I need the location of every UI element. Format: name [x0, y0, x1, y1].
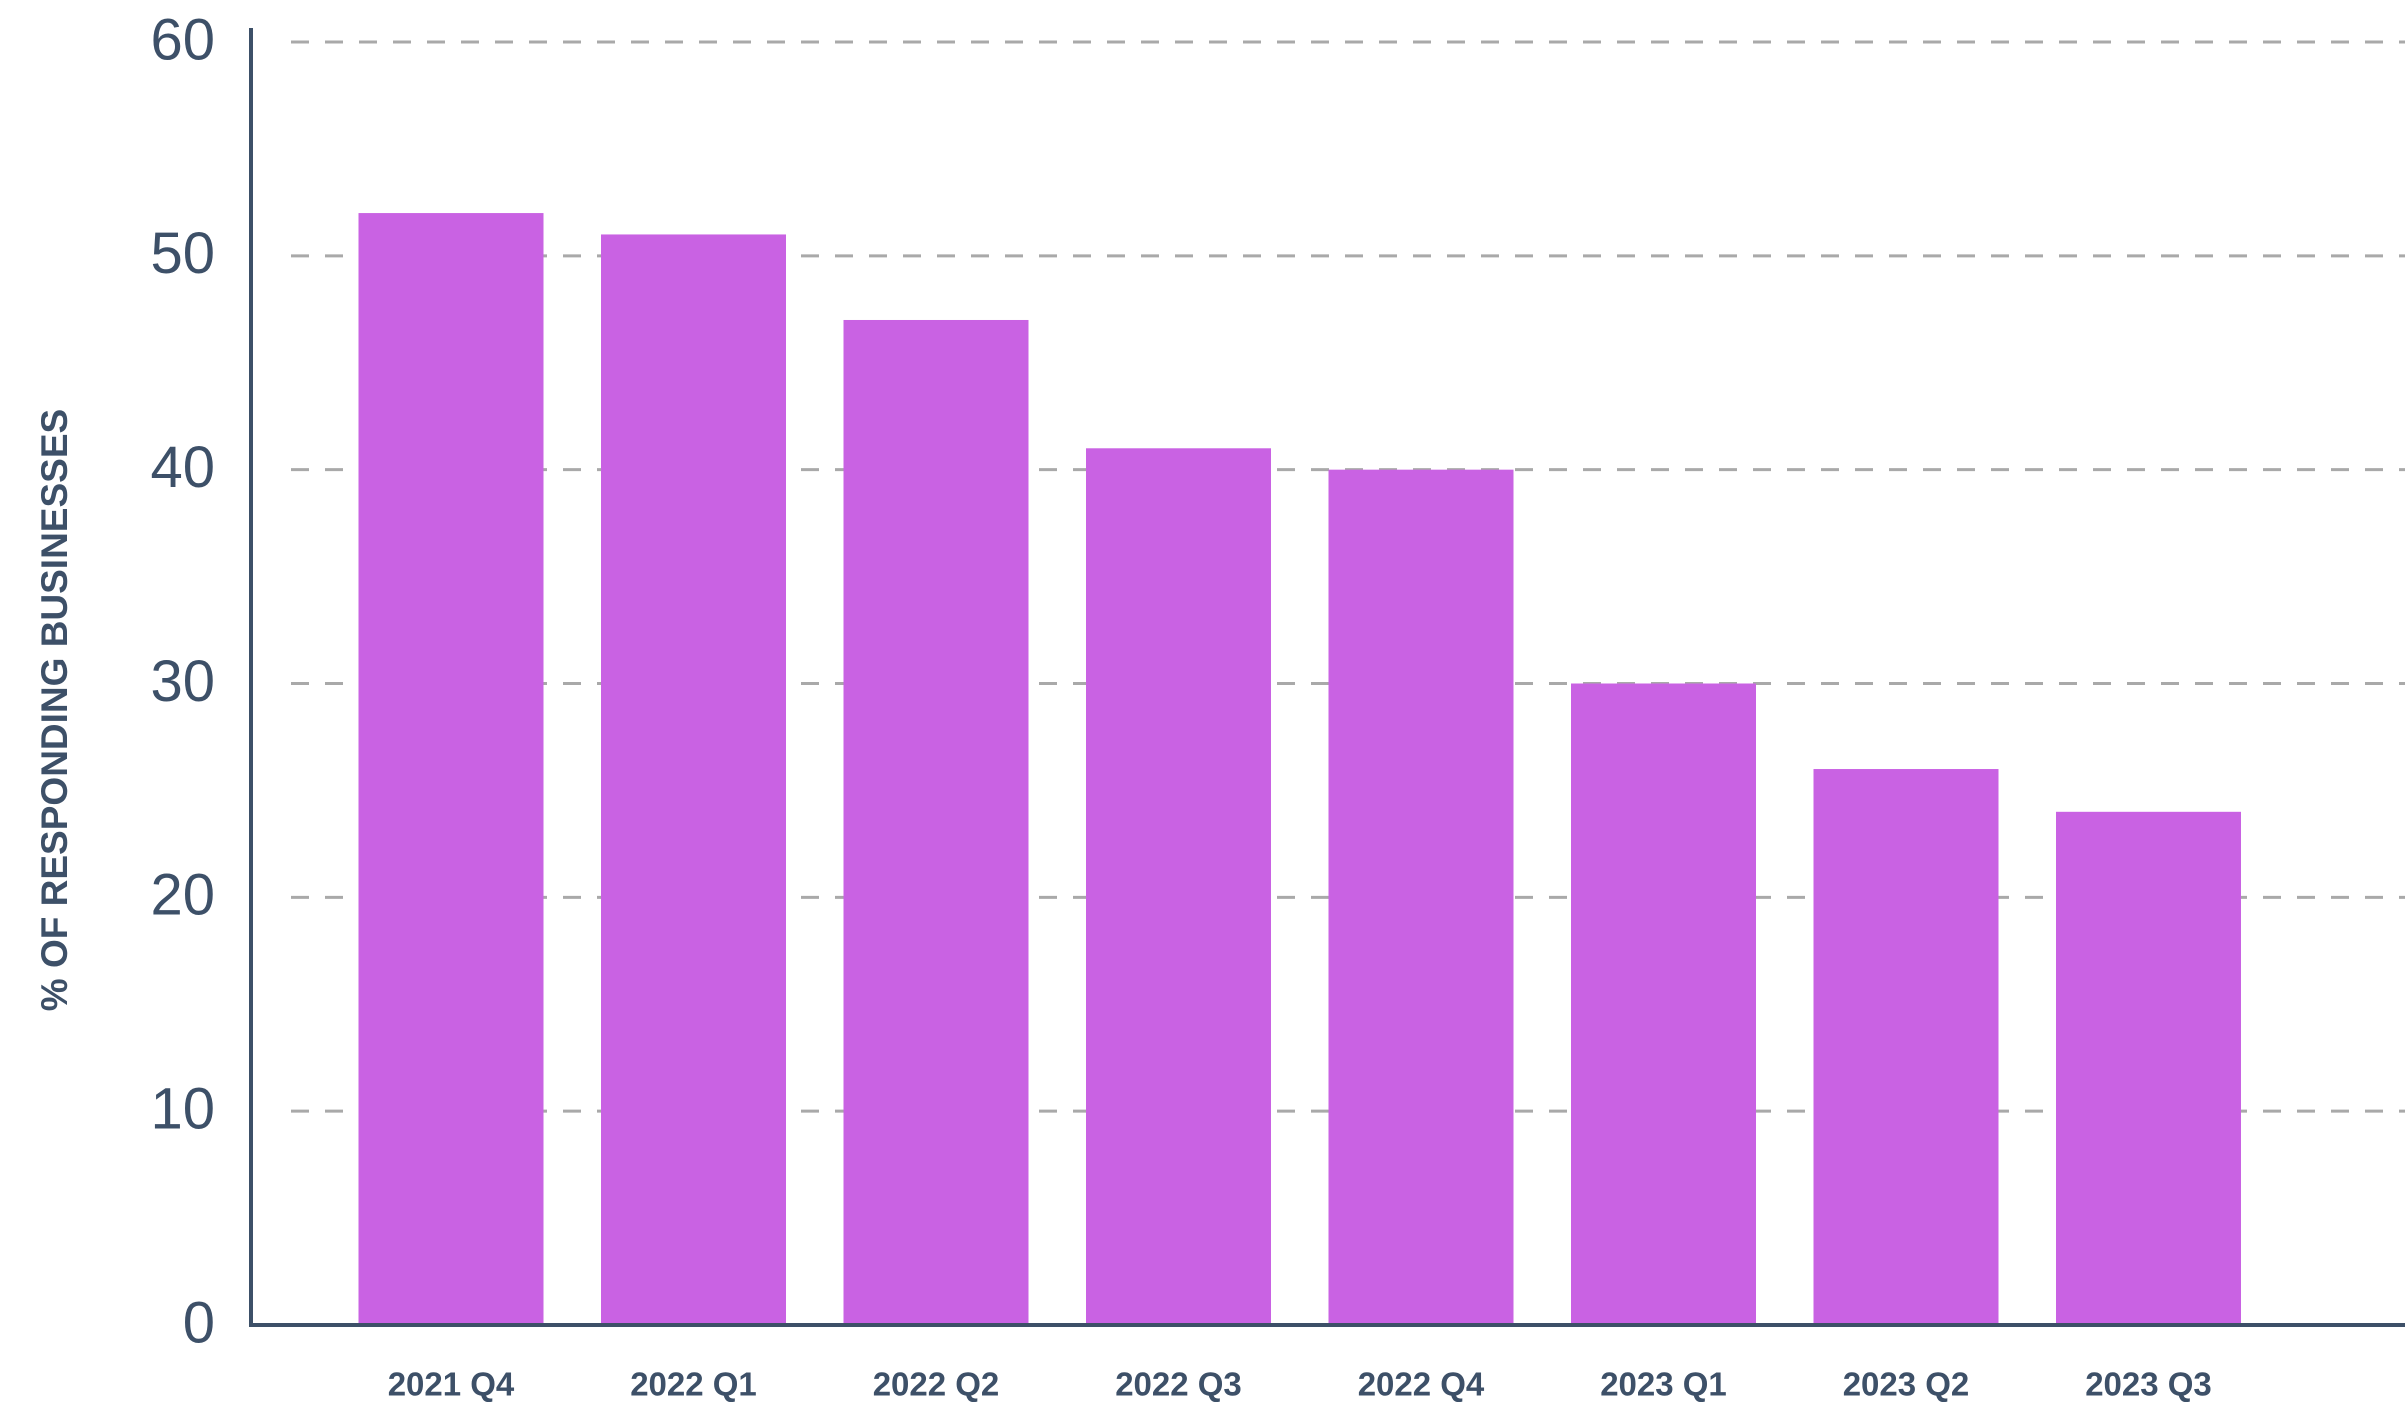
bar — [1571, 683, 1756, 1325]
x-tick-label: 2022 Q3 — [1115, 1366, 1242, 1402]
y-tick-label: 10 — [150, 1076, 215, 1141]
y-tick-label: 30 — [150, 649, 215, 714]
x-tick-label: 2023 Q1 — [1600, 1366, 1727, 1402]
y-tick-label: 20 — [150, 863, 215, 928]
x-tick-label: 2022 Q2 — [873, 1366, 1000, 1402]
y-tick-label: 40 — [150, 435, 215, 500]
y-axis-title: % OF RESPONDING BUSINESSES — [34, 409, 75, 1011]
y-tick-label: 50 — [150, 221, 215, 286]
y-tick-label: 0 — [183, 1290, 215, 1355]
bar — [1813, 769, 1999, 1325]
x-tick-label: 2023 Q3 — [2085, 1366, 2212, 1402]
bar — [1086, 448, 1271, 1325]
bar — [843, 319, 1029, 1325]
bar — [601, 234, 786, 1326]
y-tick-label: 60 — [150, 7, 215, 72]
x-tick-label: 2021 Q4 — [388, 1366, 515, 1402]
x-tick-label: 2023 Q2 — [1843, 1366, 1970, 1402]
x-tick-label: 2022 Q4 — [1358, 1366, 1485, 1402]
x-tick-label: 2022 Q1 — [630, 1366, 757, 1402]
bar — [358, 213, 544, 1326]
bar — [2056, 811, 2241, 1325]
bar — [1328, 469, 1514, 1326]
